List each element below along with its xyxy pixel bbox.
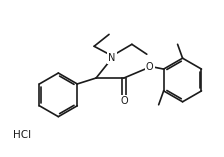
Text: N: N [108, 53, 116, 63]
Text: HCl: HCl [13, 130, 32, 140]
Text: O: O [146, 62, 154, 72]
Text: O: O [120, 96, 128, 106]
